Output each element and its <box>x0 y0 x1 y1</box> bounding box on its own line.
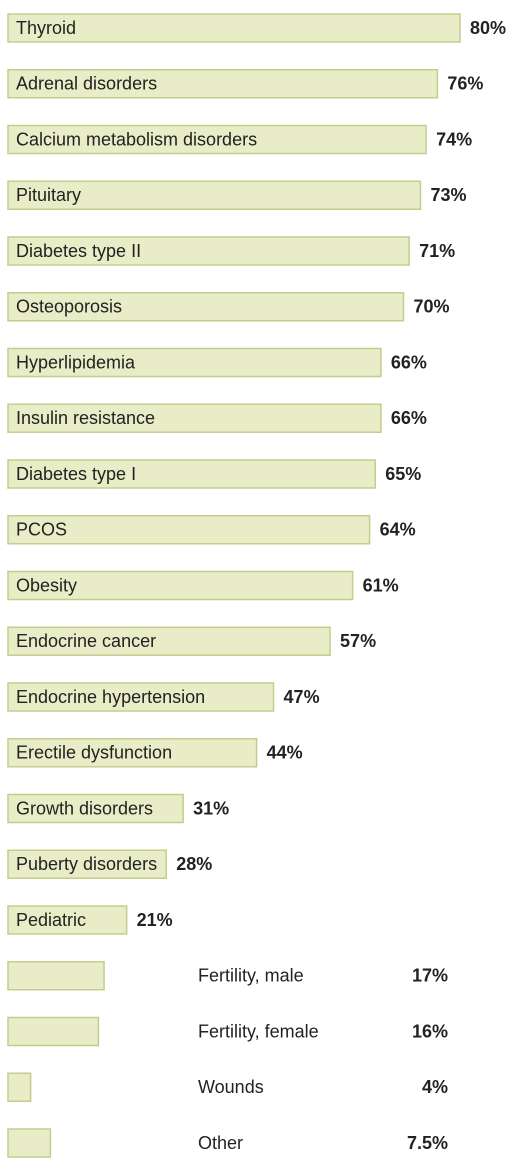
value-label: 65% <box>385 464 421 484</box>
bar-label: Growth disorders <box>16 798 153 818</box>
bar <box>7 69 439 99</box>
value-label: 16% <box>412 1021 448 1041</box>
bar <box>7 292 405 322</box>
bar <box>7 905 128 935</box>
bar-label: Diabetes type I <box>16 464 136 484</box>
bar-label: Osteoporosis <box>16 297 122 317</box>
bar-label: Calcium metabolism disorders <box>16 129 257 149</box>
value-label: 31% <box>193 798 229 818</box>
bar <box>7 124 427 155</box>
value-label: 76% <box>447 74 483 94</box>
value-label: 73% <box>430 185 466 205</box>
bar <box>7 1072 32 1102</box>
bar-label: Obesity <box>16 575 77 595</box>
value-label: 7.5% <box>407 1133 448 1153</box>
bar <box>7 459 376 489</box>
bar <box>7 180 422 210</box>
bar <box>7 682 275 712</box>
bar-label: Fertility, male <box>198 966 304 986</box>
bar <box>7 347 382 378</box>
bar-label: Fertility, female <box>198 1021 319 1041</box>
value-label: 64% <box>380 520 416 540</box>
bar-label: Pediatric <box>16 910 86 930</box>
bar-label: Other <box>198 1133 243 1153</box>
bar-label: Erectile dysfunction <box>16 743 172 763</box>
bar <box>7 738 258 768</box>
bar <box>7 236 410 266</box>
value-label: 4% <box>422 1077 448 1097</box>
value-label: 47% <box>284 687 320 707</box>
bar-label: Puberty disorders <box>16 854 157 874</box>
bar <box>7 793 184 824</box>
bar <box>7 849 167 879</box>
value-label: 61% <box>363 575 399 595</box>
value-label: 57% <box>340 631 376 651</box>
bar-label: Diabetes type II <box>16 241 141 261</box>
bar-label: Thyroid <box>16 18 76 38</box>
bar-label: Insulin resistance <box>16 408 155 428</box>
bar-label: Hyperlipidemia <box>16 352 136 372</box>
value-label: 28% <box>176 854 212 874</box>
value-label: 44% <box>267 743 303 763</box>
bar-label: Pituitary <box>16 185 81 205</box>
bar <box>7 403 382 433</box>
value-label: 17% <box>412 966 448 986</box>
bar <box>7 1016 100 1047</box>
value-label: 21% <box>137 910 173 930</box>
value-label: 66% <box>391 408 427 428</box>
bar-label: Endocrine hypertension <box>16 687 205 707</box>
bar <box>7 626 331 656</box>
bar <box>7 13 461 43</box>
value-label: 66% <box>391 352 427 372</box>
bar-label: Adrenal disorders <box>16 74 157 94</box>
bar <box>7 1128 52 1158</box>
bar <box>7 961 105 991</box>
bar-label: Endocrine cancer <box>16 631 156 651</box>
value-label: 70% <box>414 297 450 317</box>
bar <box>7 515 371 545</box>
bar <box>7 570 354 601</box>
bar-label: Wounds <box>198 1077 264 1097</box>
value-label: 80% <box>470 18 506 38</box>
value-label: 71% <box>419 241 455 261</box>
bar-label: PCOS <box>16 520 67 540</box>
value-label: 74% <box>436 129 472 149</box>
